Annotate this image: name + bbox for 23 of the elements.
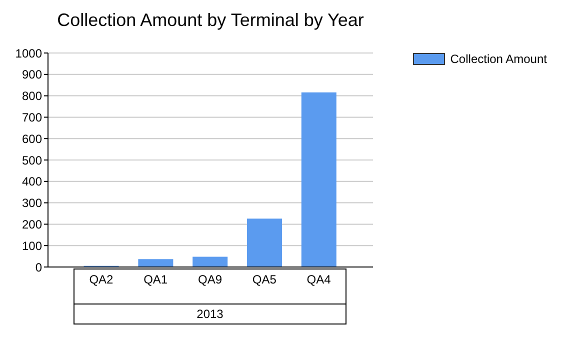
y-tick-label: 1000 [15,46,42,60]
y-tick-label: 500 [22,153,42,168]
chart-title: Collection Amount by Terminal by Year [56,10,365,31]
bar [138,259,174,267]
bar [246,218,282,267]
y-tick-label: 0 [35,260,42,274]
x-tick-label: QA9 [198,272,222,287]
y-tick-label: 800 [22,89,42,104]
x-tick-label: QA2 [89,272,114,287]
bar [301,92,336,267]
x-tick-label: QA1 [144,272,168,287]
x-tick-label: QA5 [252,272,277,287]
bar [192,256,228,267]
y-tick-label: 200 [22,217,42,232]
legend-label: Collection Amount [450,52,547,66]
y-tick-label: 600 [22,132,42,146]
y-tick-label: 100 [22,238,42,253]
x-axis-title: 2013 [196,307,224,321]
y-tick-label: 900 [22,68,42,82]
x-tick-label: QA4 [306,272,332,287]
y-tick-label: 300 [22,196,42,210]
y-tick-label: 400 [22,174,42,189]
y-tick-label: 700 [22,110,42,124]
